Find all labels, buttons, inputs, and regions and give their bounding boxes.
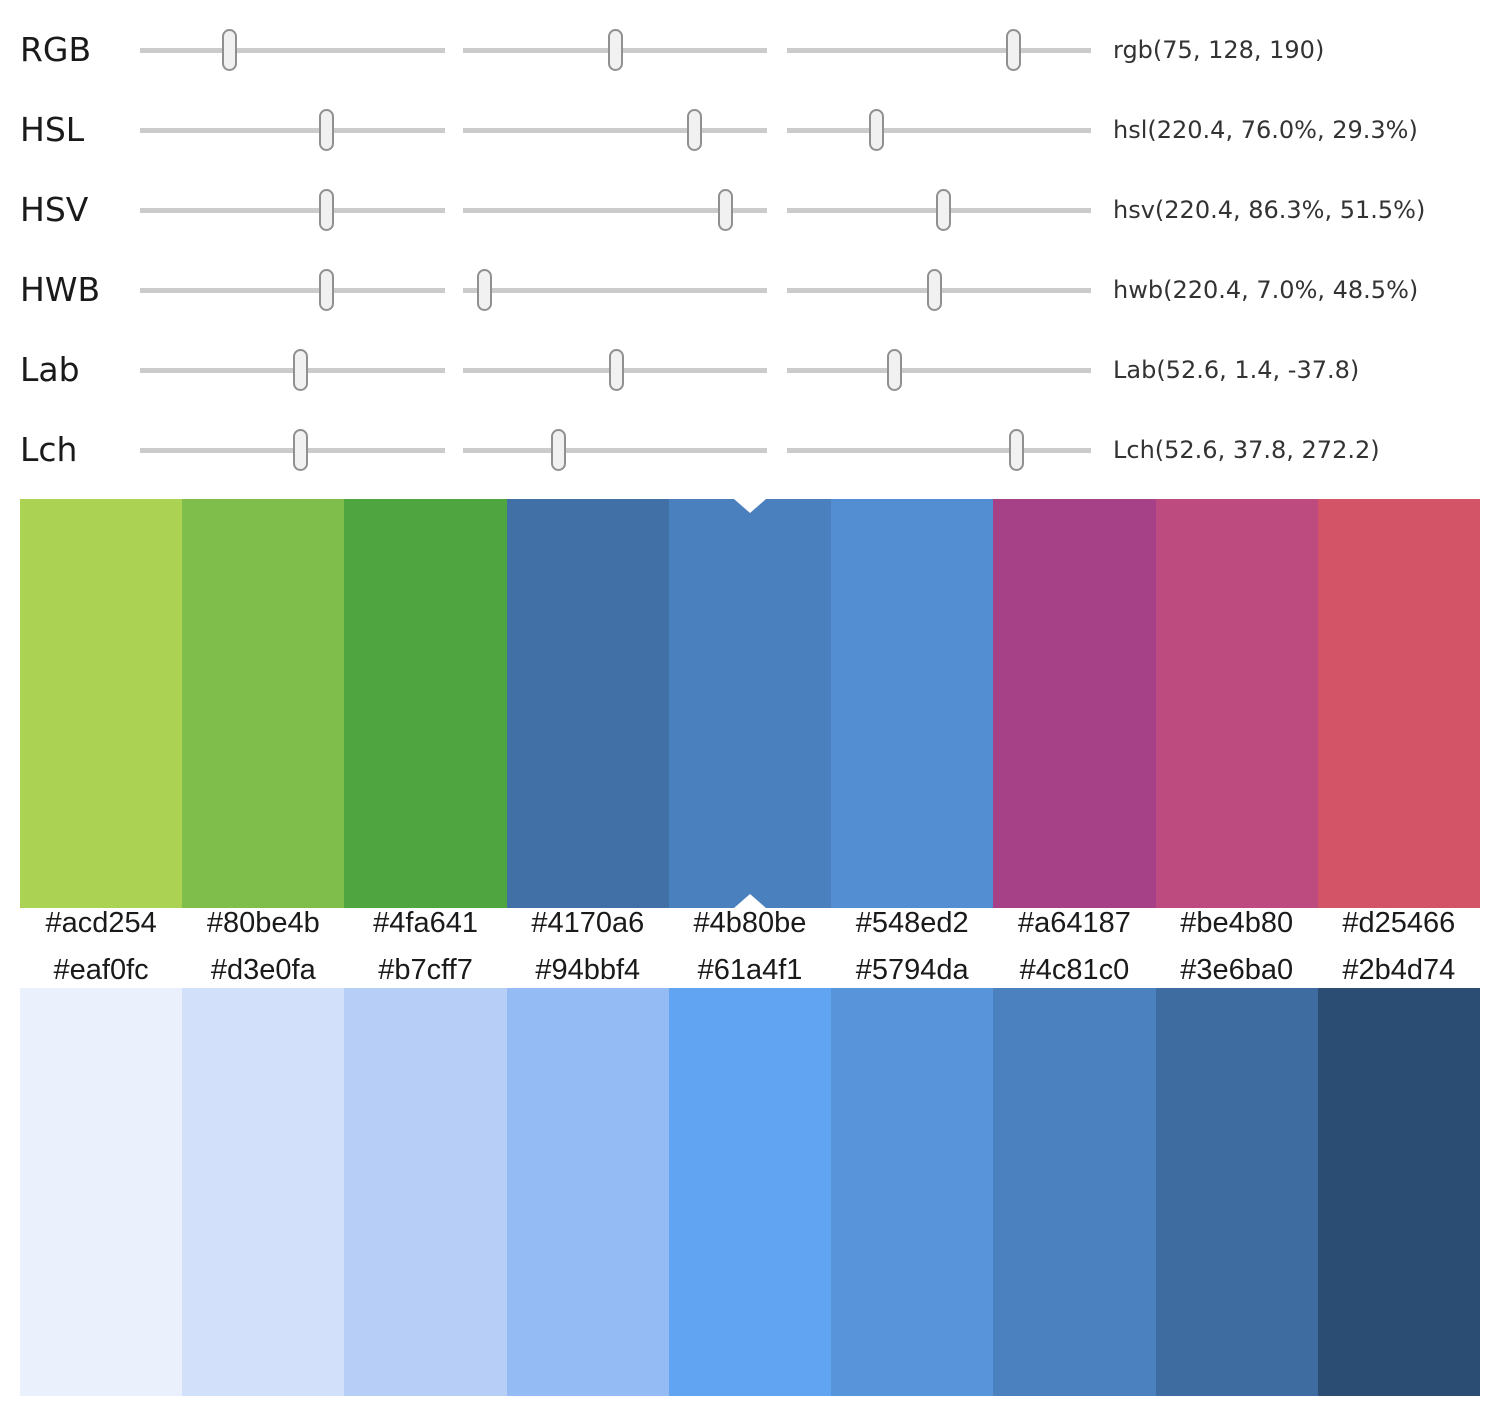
palette-swatch-80be4b[interactable] — [182, 499, 345, 908]
palette-strip-main — [20, 499, 1480, 908]
hex-label-be4b80: #be4b80 — [1180, 907, 1294, 939]
lab-slider-track-3[interactable] — [787, 349, 1091, 391]
hsl-slider-track-1[interactable] — [140, 109, 445, 151]
hwb-slider-handle-2[interactable] — [476, 269, 492, 311]
hsv-slider-handle-2[interactable] — [717, 189, 733, 231]
hex-label-d3e0fa: #d3e0fa — [210, 954, 316, 986]
lab-slider-track-2[interactable] — [463, 349, 767, 391]
lab-slider-handle-2[interactable] — [609, 349, 625, 391]
slider-row-hsv: HSV hsv(220.4, 86.3%, 51.5%) — [0, 170, 1501, 250]
palette-swatch-d3e0fa[interactable] — [182, 988, 345, 1396]
slider-row-lab: Lab Lab(52.6, 1.4, -37.8) — [0, 330, 1501, 410]
hwb-slider-track-2[interactable] — [463, 269, 767, 311]
lch-slider-handle-3[interactable] — [1009, 429, 1025, 471]
slider-row-label-lch: Lch — [20, 430, 78, 469]
rgb-slider-track-2[interactable] — [463, 29, 767, 71]
lab-slider-track-1[interactable] — [140, 349, 445, 391]
palette-swatch-4b80be[interactable] — [668, 499, 832, 908]
hex-label-4b80be: #4b80be — [693, 907, 807, 939]
palette-swatch-3e6ba0[interactable] — [1155, 988, 1318, 1396]
hsl-slider-handle-2[interactable] — [686, 109, 702, 151]
lch-slider-track-2[interactable] — [463, 429, 767, 471]
hex-label-acd254: #acd254 — [45, 907, 157, 939]
palette-strip-tints — [20, 988, 1480, 1396]
lab-slider-handle-1[interactable] — [292, 349, 308, 391]
lab-slider-handle-3[interactable] — [886, 349, 902, 391]
hsv-slider-track-2[interactable] — [463, 189, 767, 231]
hsv-slider-handle-3[interactable] — [936, 189, 952, 231]
hex-label-b7cff7: #b7cff7 — [378, 954, 473, 986]
palette-swatch-acd254[interactable] — [20, 499, 183, 908]
color-value-hsl: hsl(220.4, 76.0%, 29.3%) — [1113, 116, 1418, 144]
color-value-lab: Lab(52.6, 1.4, -37.8) — [1113, 356, 1360, 384]
hsv-slider-track-3[interactable] — [787, 189, 1091, 231]
rgb-slider-handle-1[interactable] — [222, 29, 238, 71]
slider-row-rgb: RGB rgb(75, 128, 190) — [0, 10, 1501, 90]
slider-row-label-hwb: HWB — [20, 270, 101, 309]
hwb-slider-track-1[interactable] — [140, 269, 445, 311]
rgb-slider-handle-2[interactable] — [608, 29, 624, 71]
palette-swatch-548ed2[interactable] — [831, 499, 994, 908]
hex-label-3e6ba0: #3e6ba0 — [1180, 954, 1294, 986]
hex-label-5794da: #5794da — [855, 954, 969, 986]
palette-swatch-94bbf4[interactable] — [506, 988, 669, 1396]
hex-label-a64187: #a64187 — [1017, 907, 1131, 939]
rgb-slider-track-3[interactable] — [787, 29, 1091, 71]
slider-row-label-hsv: HSV — [20, 190, 89, 229]
selection-marker-bottom-icon — [734, 894, 766, 908]
hsl-slider-handle-3[interactable] — [868, 109, 884, 151]
hsv-slider-track-1[interactable] — [140, 189, 445, 231]
slider-row-hwb: HWB hwb(220.4, 7.0%, 48.5%) — [0, 250, 1501, 330]
hsv-slider-handle-1[interactable] — [319, 189, 335, 231]
palette-swatch-be4b80[interactable] — [1155, 499, 1318, 908]
slider-row-hsl: HSL hsl(220.4, 76.0%, 29.3%) — [0, 90, 1501, 170]
hex-label-row-main: #acd254 #80be4b #4fa641 #4170a6 #4b80be #548e… — [20, 901, 1480, 946]
hex-label-4170a6: #4170a6 — [531, 907, 645, 939]
hex-label-80be4b: #80be4b — [206, 907, 320, 939]
lch-slider-track-1[interactable] — [140, 429, 445, 471]
hex-label-61a4f1: #61a4f1 — [697, 954, 803, 986]
lch-slider-track-3[interactable] — [787, 429, 1091, 471]
hsl-slider-handle-1[interactable] — [319, 109, 335, 151]
slider-row-label-lab: Lab — [20, 350, 80, 389]
hex-label-94bbf4: #94bbf4 — [535, 954, 641, 986]
slider-panel: RGB rgb(75, 128, 190) HSL hsl(220.4, 76.0%,… — [0, 0, 1501, 490]
hwb-slider-handle-1[interactable] — [319, 269, 335, 311]
palette-swatch-a64187[interactable] — [993, 499, 1156, 908]
slider-row-label-hsl: HSL — [20, 110, 85, 149]
hwb-slider-track-3[interactable] — [787, 269, 1091, 311]
slider-row-lch: Lch Lch(52.6, 37.8, 272.2) — [0, 410, 1501, 490]
palette-swatch-5794da[interactable] — [831, 988, 994, 1396]
palette-swatch-61a4f1[interactable] — [668, 988, 832, 1396]
color-value-hwb: hwb(220.4, 7.0%, 48.5%) — [1113, 276, 1419, 304]
hsl-slider-track-2[interactable] — [463, 109, 767, 151]
palette-swatch-4170a6[interactable] — [506, 499, 669, 908]
hex-label-d25466: #d25466 — [1342, 907, 1456, 939]
rgb-slider-track-1[interactable] — [140, 29, 445, 71]
color-value-rgb: rgb(75, 128, 190) — [1113, 36, 1325, 64]
hex-label-548ed2: #548ed2 — [855, 907, 969, 939]
hex-label-eaf0fc: #eaf0fc — [53, 954, 149, 986]
palette-swatch-d25466[interactable] — [1317, 499, 1480, 908]
hex-label-4c81c0: #4c81c0 — [1019, 954, 1130, 986]
hex-label-4fa641: #4fa641 — [373, 907, 478, 939]
hex-label-2b4d74: #2b4d74 — [1342, 954, 1456, 986]
lch-slider-handle-2[interactable] — [551, 429, 567, 471]
rgb-slider-handle-3[interactable] — [1005, 29, 1021, 71]
palette-swatch-4c81c0[interactable] — [993, 988, 1156, 1396]
hwb-slider-handle-3[interactable] — [926, 269, 942, 311]
slider-row-label-rgb: RGB — [20, 30, 92, 69]
palette-swatch-2b4d74[interactable] — [1317, 988, 1480, 1396]
color-value-hsv: hsv(220.4, 86.3%, 51.5%) — [1113, 196, 1426, 224]
selection-marker-top-icon — [734, 499, 766, 513]
color-value-lch: Lch(52.6, 37.8, 272.2) — [1113, 436, 1380, 464]
palette-swatch-4fa641[interactable] — [344, 499, 507, 908]
palette-swatch-b7cff7[interactable] — [344, 988, 507, 1396]
hsl-slider-track-3[interactable] — [787, 109, 1091, 151]
lch-slider-handle-1[interactable] — [292, 429, 308, 471]
hex-label-row-tints: #eaf0fc #d3e0fa #b7cff7 #94bbf4 #61a4f1 #5794… — [20, 948, 1480, 993]
palette-swatch-eaf0fc[interactable] — [20, 988, 183, 1396]
